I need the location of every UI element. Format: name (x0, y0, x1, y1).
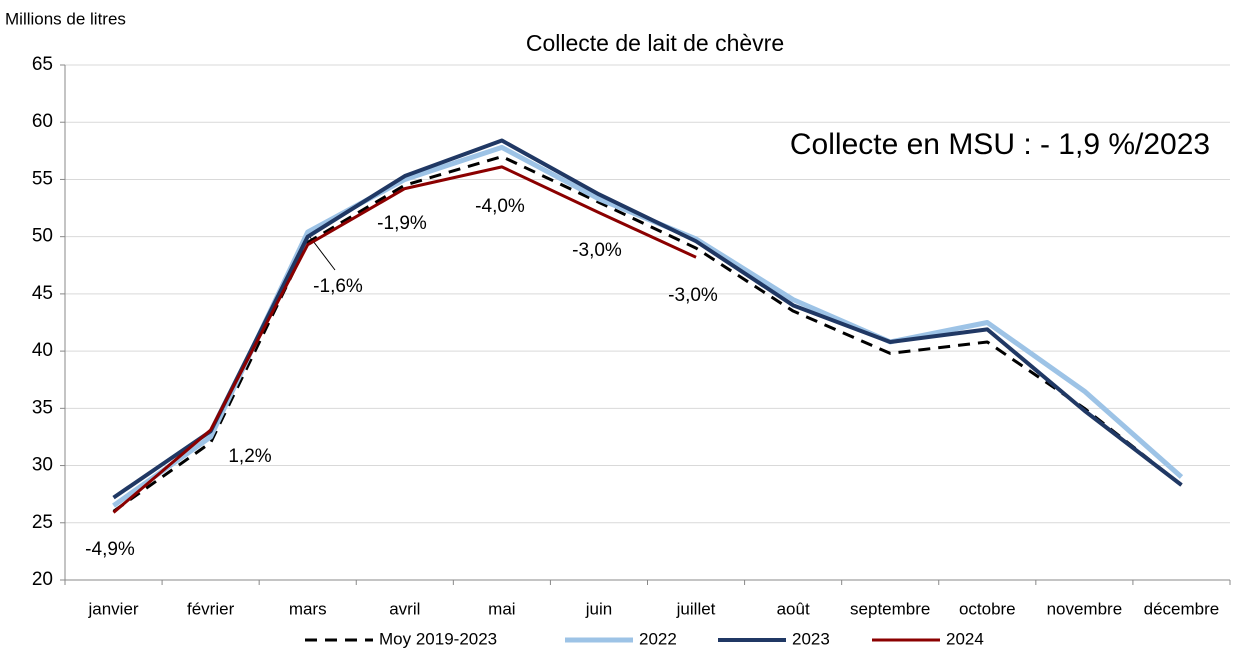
y-axis-label: Millions de litres (5, 9, 126, 28)
annotation: -4,9% (85, 539, 135, 560)
y-tick-label: 20 (32, 569, 53, 590)
y-tick-label: 50 (32, 226, 53, 247)
annotation: 1,2% (228, 446, 271, 467)
x-tick-label: mai (488, 599, 515, 618)
series-line (112, 155, 1183, 513)
y-tick-label: 30 (32, 455, 53, 476)
annotation: -4,0% (475, 196, 525, 217)
chart-title: Collecte de lait de chèvre (526, 30, 784, 56)
annotation: -1,9% (377, 213, 427, 234)
x-tick-label: août (777, 599, 810, 618)
legend-label: 2023 (792, 629, 830, 648)
x-tick-label: mars (289, 599, 327, 618)
series-line (112, 138, 1183, 500)
y-tick-label: 25 (32, 512, 53, 533)
series-line (112, 165, 697, 514)
y-tick-label: 65 (32, 54, 53, 75)
legend-label: 2022 (639, 629, 677, 648)
x-tick-label: juillet (676, 599, 716, 618)
x-tick-label: novembre (1047, 599, 1123, 618)
annotation: -1,6% (313, 276, 363, 297)
x-tick-label: avril (389, 599, 420, 618)
note: Collecte en MSU : - 1,9 %/2023 (790, 128, 1210, 161)
y-tick-label: 60 (32, 111, 53, 132)
legend-label: Moy 2019-2023 (379, 629, 497, 648)
x-tick-label: février (187, 599, 235, 618)
annotation: -3,0% (572, 240, 622, 261)
x-tick-label: janvier (87, 599, 138, 618)
y-tick-label: 35 (32, 397, 53, 418)
annotation: -3,0% (668, 285, 718, 306)
y-tick-label: 45 (32, 283, 53, 304)
legend-label: 2024 (946, 629, 984, 648)
x-tick-label: décembre (1144, 599, 1220, 618)
x-tick-label: juin (585, 599, 612, 618)
y-tick-label: 55 (32, 168, 53, 189)
x-tick-label: octobre (959, 599, 1016, 618)
series-line (112, 144, 1184, 508)
x-tick-label: septembre (850, 599, 930, 618)
y-tick-label: 40 (32, 340, 53, 361)
